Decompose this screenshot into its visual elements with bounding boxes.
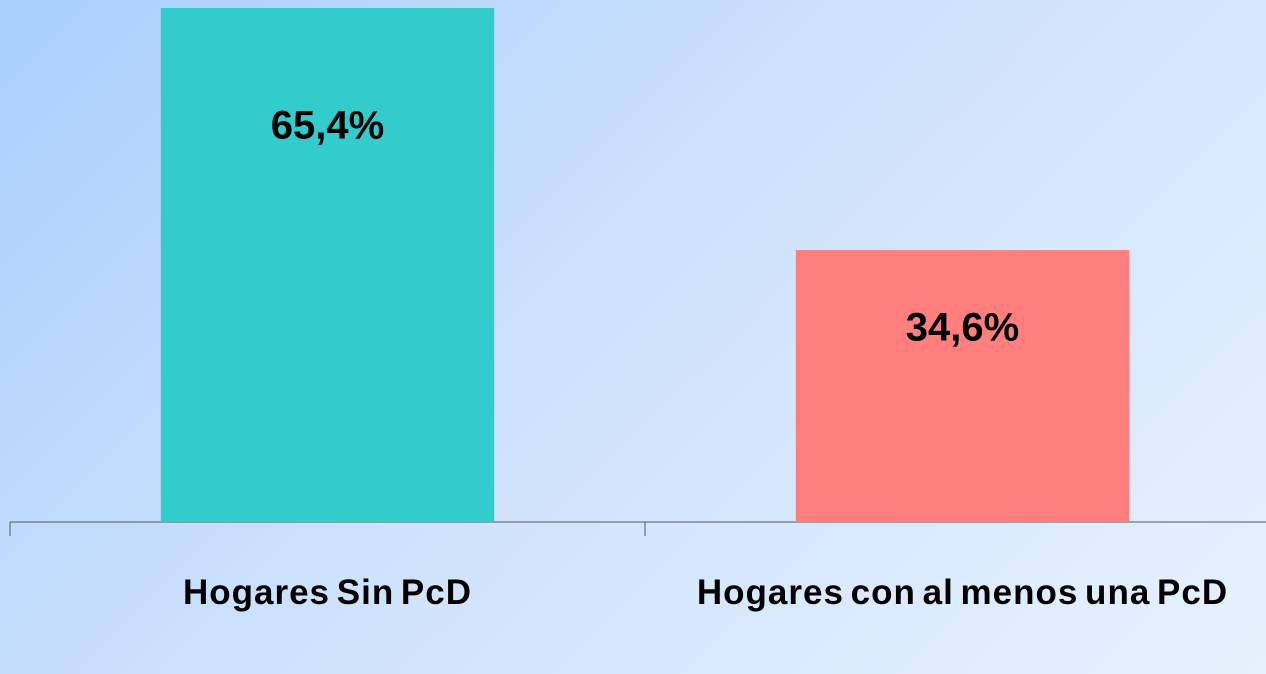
x-tick-label: Hogares Sin PcD bbox=[182, 573, 473, 612]
value-label: 65,4% bbox=[271, 104, 384, 148]
bar bbox=[795, 250, 1130, 523]
value-label: 34,6% bbox=[906, 306, 1019, 350]
bar bbox=[160, 8, 495, 522]
x-tick-label: Hogares con al menos una PcD bbox=[696, 573, 1229, 612]
